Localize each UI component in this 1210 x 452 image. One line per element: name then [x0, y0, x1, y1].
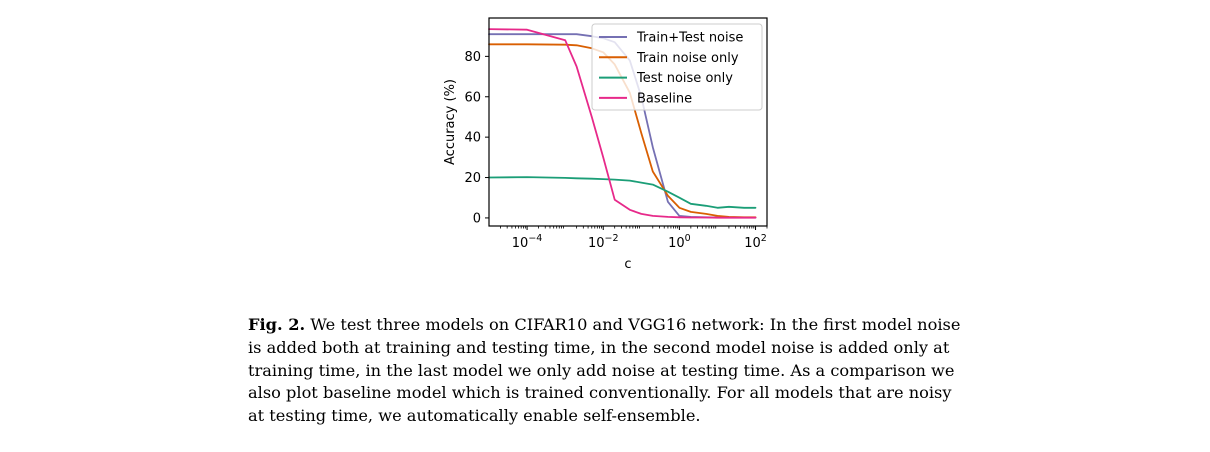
series-line-3: [488, 28, 757, 219]
series-line-1: [488, 43, 757, 219]
x-tick-label: 102: [744, 233, 767, 251]
y-tick-label: 40: [464, 131, 481, 146]
y-axis: 0 20 40 60 80: [464, 50, 489, 226]
legend-box: [591, 23, 763, 111]
figure-caption: Fig. 2. We test three models on CIFAR10 …: [248, 314, 968, 428]
y-tick-label: 0: [473, 211, 481, 226]
legend-label-3: Baseline: [637, 91, 692, 106]
legend-label-1: Train noise only: [636, 51, 739, 66]
series-line-2: [488, 176, 757, 209]
x-tick-label: 10−2: [588, 233, 619, 251]
x-axis-label: c: [624, 257, 631, 272]
y-tick-label: 80: [464, 50, 481, 65]
legend: Train+Test noise Train noise only Test noi…: [591, 23, 763, 111]
legend-label-0: Train+Test noise: [636, 31, 743, 46]
x-axis: 10−4 10−2 100 102: [500, 226, 768, 251]
y-axis-label: Accuracy (%): [443, 79, 458, 165]
x-tick-label: 10−4: [512, 233, 543, 251]
plot-frame: [488, 17, 768, 227]
y-tick-label: 60: [464, 90, 481, 105]
series-layer: [488, 28, 757, 219]
legend-label-2: Test noise only: [636, 71, 733, 86]
y-tick-label: 20: [464, 171, 481, 186]
caption-label: Fig. 2.: [248, 315, 306, 334]
caption-text: We test three models on CIFAR10 and VGG1…: [248, 315, 961, 426]
x-tick-label: 100: [668, 233, 691, 251]
